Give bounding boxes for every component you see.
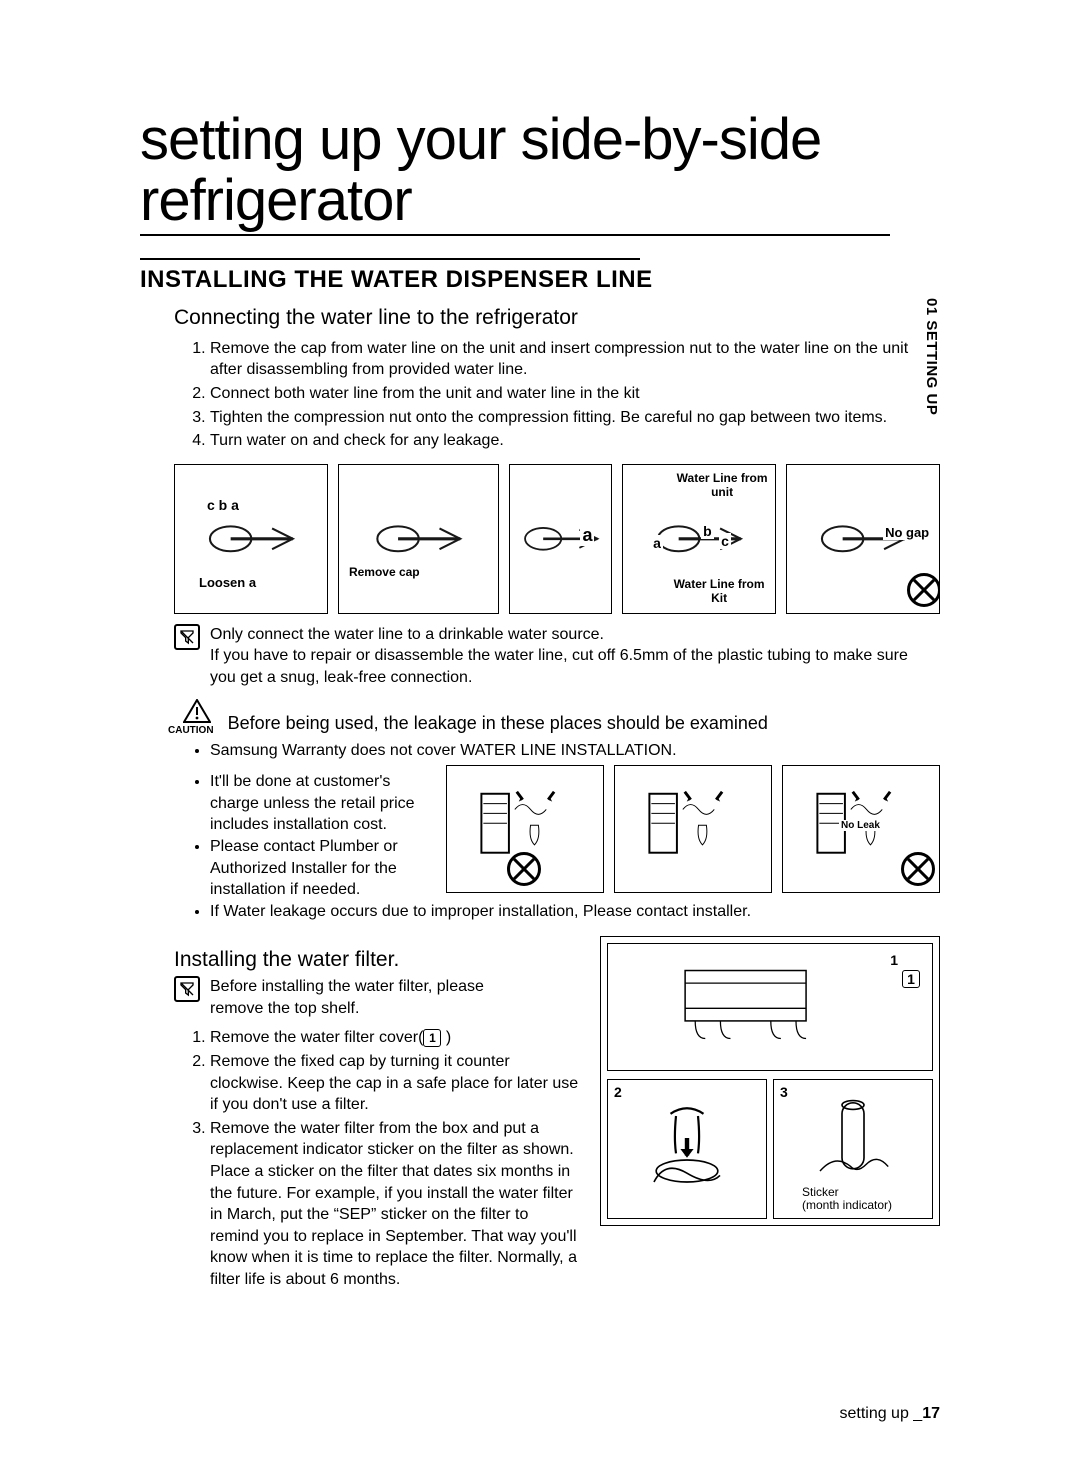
section-heading: INSTALLING THE WATER DISPENSER LINE [140,266,940,294]
note-icon [174,624,200,650]
filter-left-col: Installing the water filter. Before inst… [174,936,580,1292]
step-text-part: Remove the water filter cover( [210,1029,423,1046]
diagram-panel: c b a Loosen a [174,464,328,614]
diagram-label: Remove cap [347,565,422,579]
diagram-panel: Remove cap [338,464,500,614]
filter-step3-diagram: 3 Sticker (month indicator) [773,1079,933,1219]
note-line-1: Only connect the water line to a drinkab… [210,624,910,646]
diagram-label: c [719,533,731,549]
x-mark-icon [901,852,935,886]
step-item: Remove the fixed cap by turning it count… [210,1051,580,1116]
diagram-panel: Water Line from unit a bc Water Line from K… [622,464,776,614]
bullet-warranty: Samsung Warranty does not cover WATER LI… [210,740,910,762]
diagram-callout-3: 3 [780,1084,788,1100]
diagram-panel: a [509,464,612,614]
bullet-contact-installer: If Water leakage occurs due to improper … [210,901,910,923]
diagram-row-1: c b aLoosen aRemove capaWater Line from … [174,464,940,614]
diagram-callout: 1 [890,952,898,968]
diagram-callout-2: 2 [614,1084,622,1100]
sticker-label: Sticker (month indicator) [802,1186,892,1212]
step-item: Remove the cap from water line on the un… [210,338,910,381]
side-tab: 01 SETTING UP [923,298,940,415]
step-item: Connect both water line from the unit an… [210,383,910,405]
diagram-panel: No gap [786,464,940,614]
step-text-tail: ) [441,1029,451,1046]
page-title: setting up your side-by-side refrigerato… [140,110,890,236]
diagram-label: No gap [883,525,931,540]
leakage-diagram-row: No Leak [446,765,940,901]
filter-bottom-row: 2 3 [607,1079,933,1219]
note-line-2: If you have to repair or disassemble the… [210,645,910,688]
filter-top-diagram: 11 [607,943,933,1071]
note-icon [174,976,200,1002]
section-rule [140,258,640,260]
caution-row: CAUTION Before being used, the leakage i… [174,699,940,734]
x-mark-icon [907,573,940,607]
filter-section-block: Installing the water filter. Before inst… [174,936,940,1292]
manual-page: 01 SETTING UP setting up your side-by-si… [0,0,1080,1483]
subheading-connect: Connecting the water line to the refrige… [174,306,940,330]
hand-cap-illustration [632,1094,742,1204]
diagram-label: Water Line from unit [669,471,775,499]
caution-text: Before being used, the leakage in these … [228,713,768,734]
steps-connect: Remove the cap from water line on the un… [210,338,910,452]
caution-label: CAUTION [168,725,214,736]
diagram-label: a [580,525,594,546]
diagram-label: Water Line from Kit [663,577,775,605]
filter-diagram-wrapper: 11 2 3 [600,936,940,1226]
step-item: Remove the water filter from the box and… [210,1118,580,1291]
diagram-label: a [651,535,663,551]
leakage-diagram-panel [614,765,772,893]
filter-right-col: 11 2 3 [600,936,940,1292]
diagram-label: b [701,523,714,539]
diagram-label: Loosen a [197,575,258,590]
bullets-narrow: It'll be done at customer's charge unles… [210,771,426,901]
steps-filter: Remove the water filter cover(1 ) Remove… [210,1027,580,1290]
step-item: Turn water on and check for any leakage. [210,430,910,452]
note-remove-shelf: Before installing the water filter, plea… [174,976,580,1019]
filter-step2-diagram: 2 [607,1079,767,1219]
x-mark-icon [507,852,541,886]
bullet-item: It'll be done at customer's charge unles… [210,771,426,836]
fridge-interior-illustration [616,968,875,1044]
diagram-label: No Leak [839,820,882,831]
footer-label: setting up _ [839,1405,922,1422]
caution-icon [183,699,211,723]
step-item: Tighten the compression nut onto the com… [210,407,910,429]
leakage-diagram-panel: No Leak [782,765,940,893]
bullet-item: If Water leakage occurs due to improper … [210,901,910,923]
callout-number: 1 [423,1029,441,1047]
page-footer: setting up _17 [839,1405,940,1423]
footer-page-number: 17 [922,1405,940,1422]
bullet-item: Please contact Plumber or Authorized Ins… [210,836,426,901]
leakage-diagram-panel [446,765,604,893]
note-text: Before installing the water filter, plea… [210,976,530,1019]
step-item: Remove the water filter cover(1 ) [210,1027,580,1049]
diagram-callout: 1 [902,970,920,988]
diagram-label: c b a [205,497,241,513]
note-drinkable-water: Only connect the water line to a drinkab… [174,624,940,689]
leakage-two-col: It'll be done at customer's charge unles… [174,765,940,901]
sticker-line2: (month indicator) [802,1199,892,1212]
note-text: Only connect the water line to a drinkab… [210,624,910,689]
bullet-item: Samsung Warranty does not cover WATER LI… [210,740,910,762]
subheading-filter: Installing the water filter. [174,948,580,972]
